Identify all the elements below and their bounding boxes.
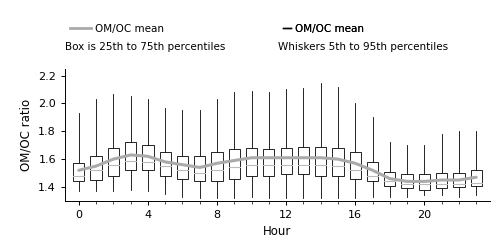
Bar: [367, 162, 378, 181]
Y-axis label: OM/OC ratio: OM/OC ratio: [20, 99, 32, 171]
Bar: [160, 152, 171, 176]
Bar: [125, 142, 136, 170]
Bar: [212, 152, 222, 181]
Bar: [246, 148, 257, 176]
Bar: [298, 147, 309, 174]
Bar: [263, 149, 274, 176]
Bar: [90, 156, 102, 180]
Bar: [454, 173, 464, 187]
Bar: [332, 148, 344, 176]
Bar: [108, 148, 119, 176]
Bar: [228, 149, 240, 179]
Bar: [280, 148, 292, 174]
Bar: [177, 156, 188, 179]
Bar: [142, 145, 154, 170]
Bar: [315, 147, 326, 176]
Bar: [384, 172, 396, 185]
Text: Whiskers 5th to 95th percentiles: Whiskers 5th to 95th percentiles: [278, 42, 448, 52]
Bar: [436, 173, 447, 188]
Bar: [470, 170, 482, 185]
Bar: [350, 152, 361, 179]
Text: Box is 25th to 75th percentiles: Box is 25th to 75th percentiles: [65, 42, 226, 52]
X-axis label: Hour: Hour: [264, 225, 291, 238]
Bar: [418, 174, 430, 190]
Bar: [194, 156, 205, 181]
Bar: [402, 174, 412, 188]
Bar: [73, 163, 85, 181]
Legend: OM/OC mean: OM/OC mean: [282, 24, 364, 34]
